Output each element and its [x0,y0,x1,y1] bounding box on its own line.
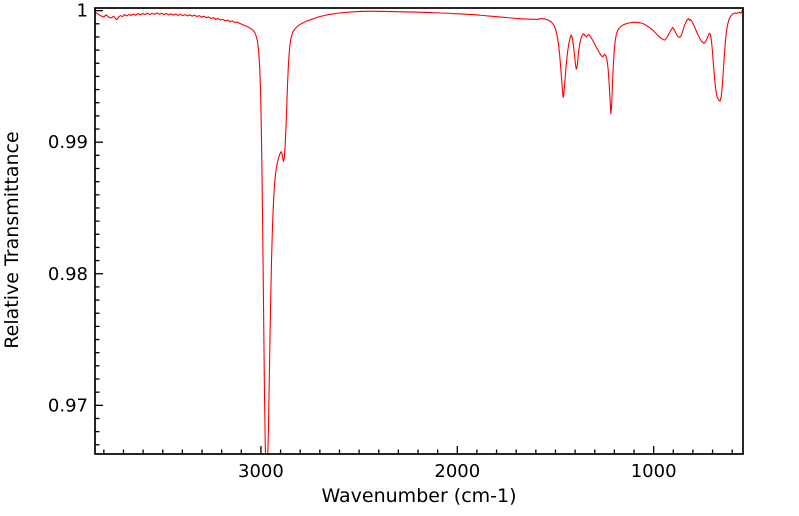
plot-border [94,7,744,455]
y-axis-label: Relative Transmittance [1,131,23,348]
axis-ticks [95,9,733,454]
x-axis-label: Wavenumber (cm-1) [321,485,516,507]
spectrum-line [95,8,743,454]
y-tick-label: 0.98 [48,264,88,285]
x-tick-label: 3000 [238,461,284,482]
axis-tick-labels: 3000 2000 1000 1 0.99 0.98 0.97 [48,1,677,482]
x-tick-label: 1000 [631,461,677,482]
y-tick-label: 0.99 [48,132,88,153]
y-tick-label: 1 [77,1,88,22]
x-tick-label: 2000 [434,461,480,482]
y-tick-label: 0.97 [48,395,88,416]
